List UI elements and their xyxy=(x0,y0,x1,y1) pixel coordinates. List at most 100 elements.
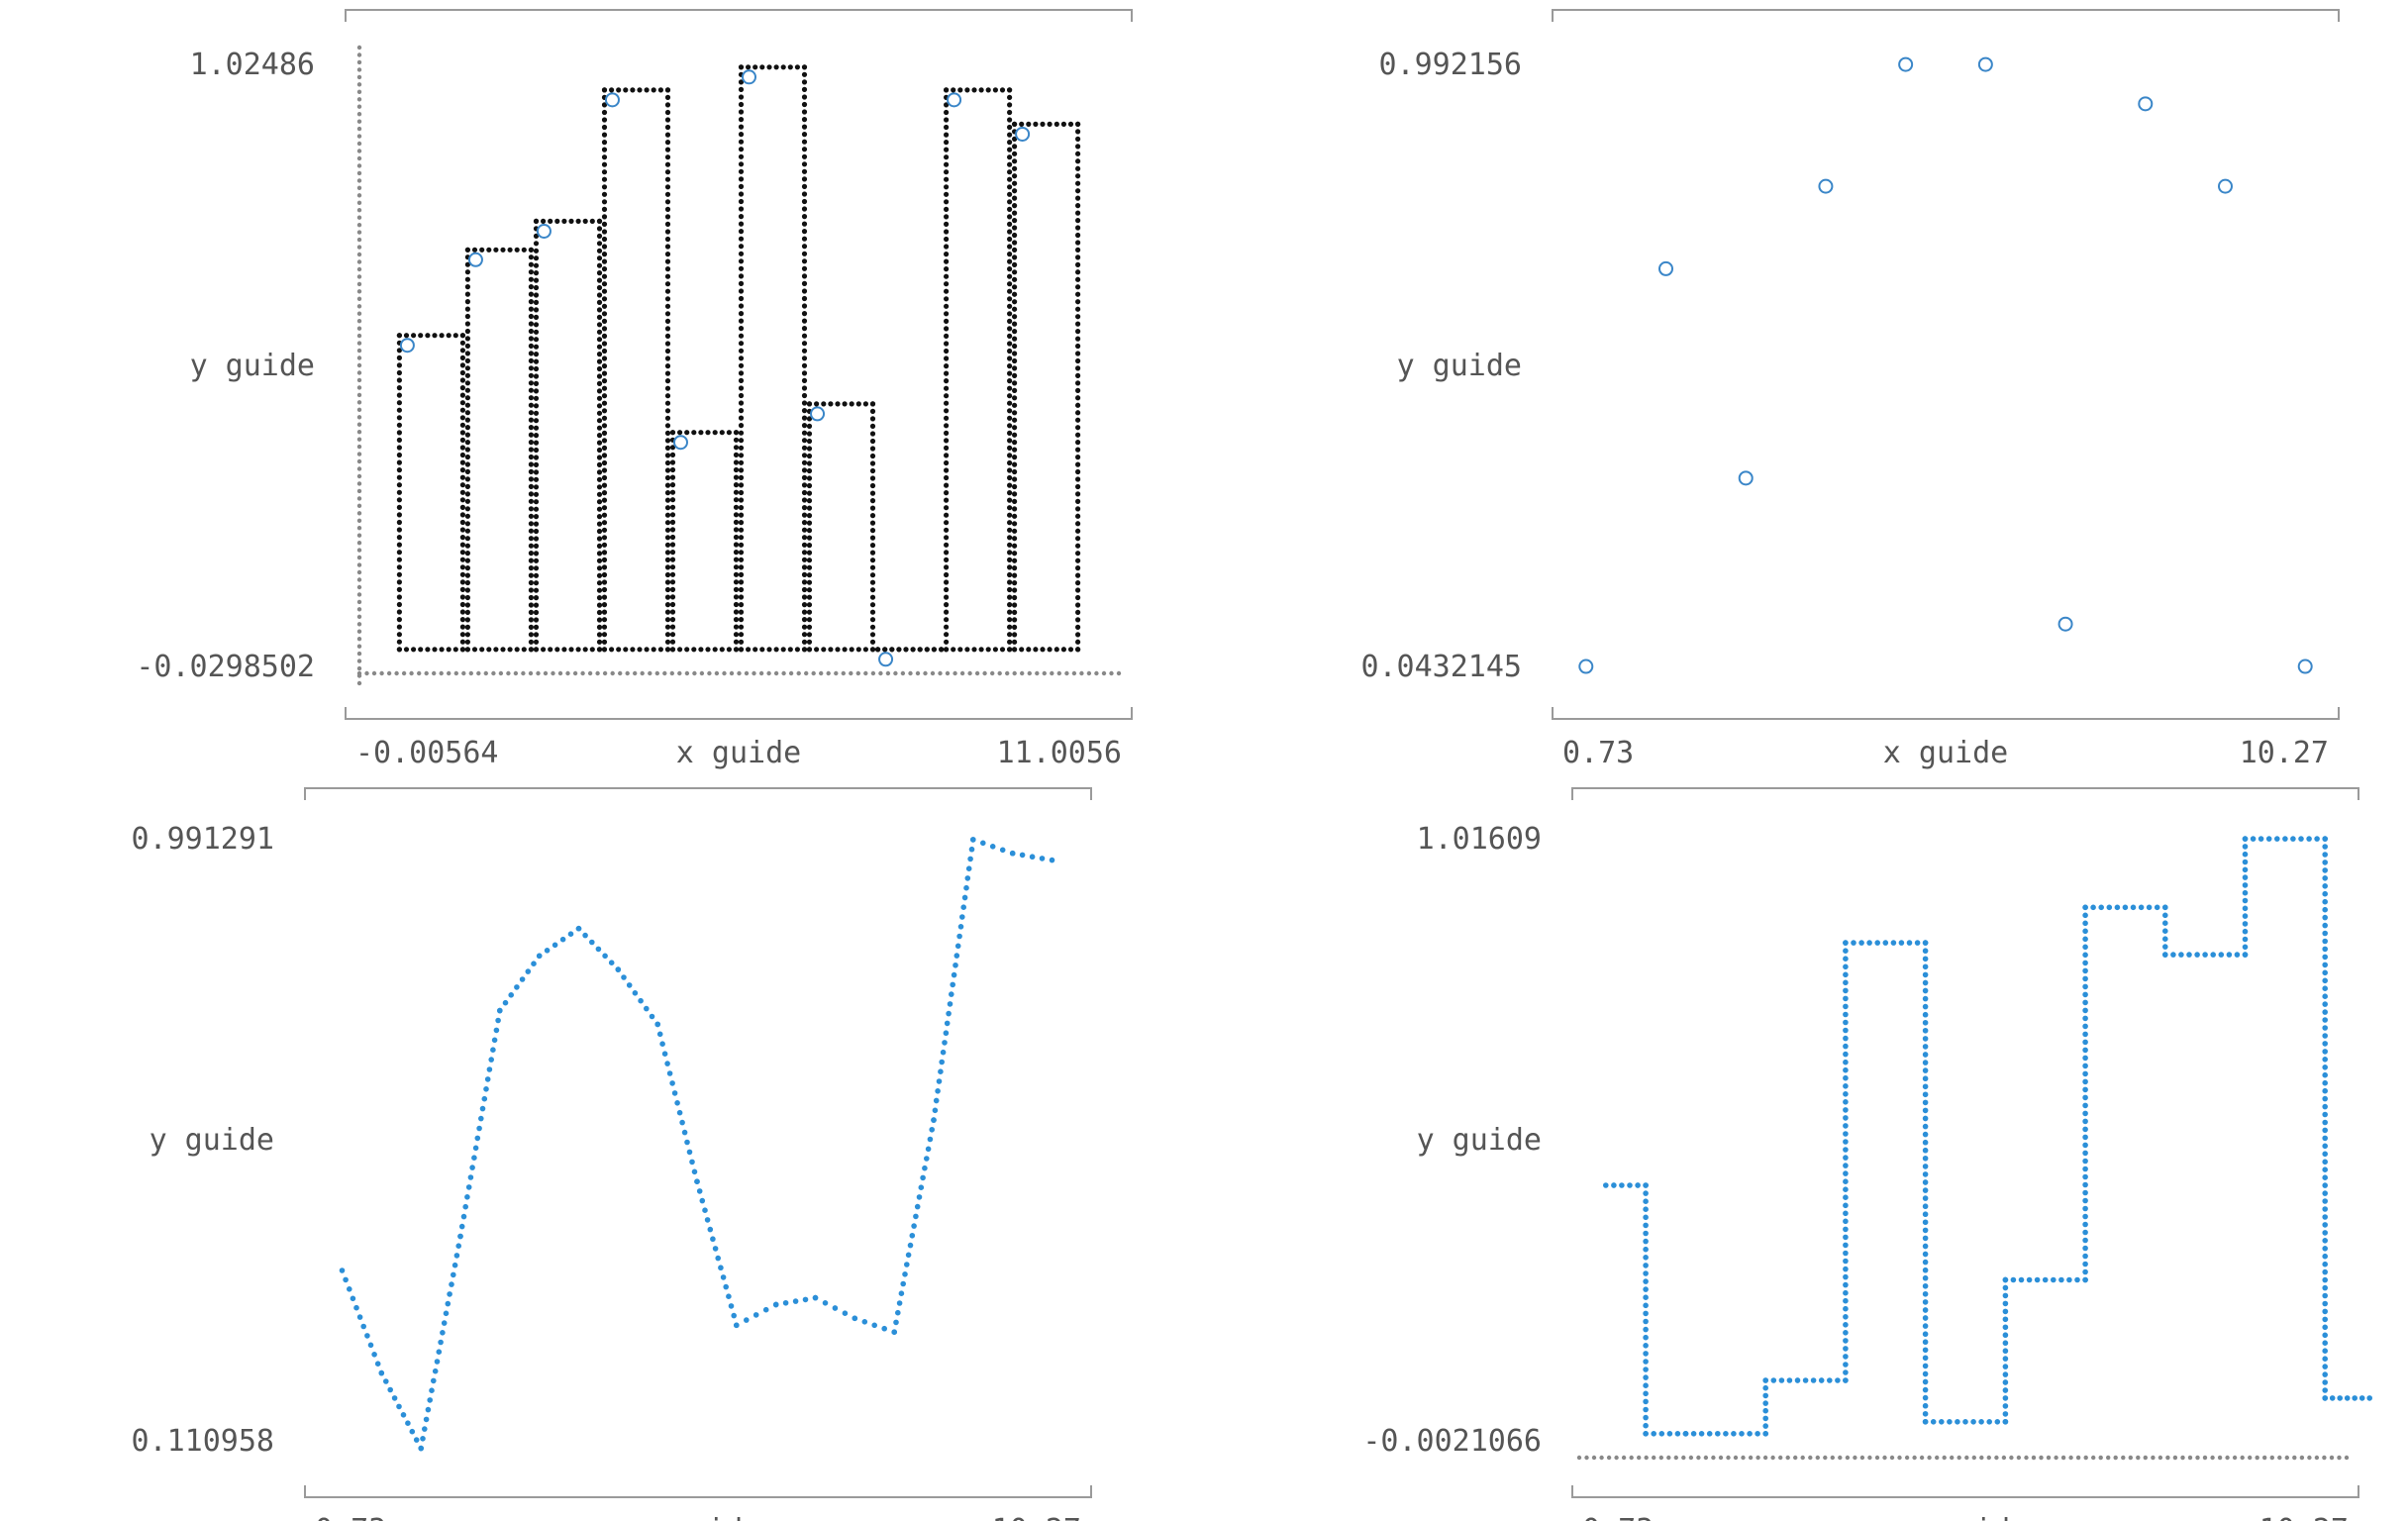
bar-right-edge xyxy=(869,401,876,653)
data-point xyxy=(1658,260,1674,276)
data-point xyxy=(1738,470,1754,486)
bar-right-edge xyxy=(1074,121,1081,653)
chart-panel-2: 0.992156 y guide 0.0432145 0.73 x guide 10.27 xyxy=(1360,9,2340,770)
x-tick-label: 11.0056 xyxy=(997,736,1122,770)
step-horizontal xyxy=(2002,1276,2088,1283)
step-horizontal xyxy=(1603,1182,1649,1188)
x-axis-label: x guide xyxy=(636,1513,760,1521)
step-horizontal xyxy=(2242,836,2328,842)
bar-right-edge xyxy=(596,218,603,653)
data-point xyxy=(536,223,552,239)
step-horizontal xyxy=(1922,1418,2009,1425)
bar-left-edge xyxy=(806,401,813,653)
x-axis-label: x guide xyxy=(676,736,801,770)
x-axis-label: x guide xyxy=(1903,1513,2028,1521)
frame-top xyxy=(1571,787,2359,800)
chart-panel-3: 0.991291 y guide 0.110958 0.73 x guide 10.27 xyxy=(132,787,1092,1521)
data-point xyxy=(672,435,688,451)
y-axis-label: y guide xyxy=(190,349,315,383)
bar-right-edge xyxy=(801,64,808,653)
bar-right-edge xyxy=(1007,87,1013,653)
data-point xyxy=(1818,178,1834,194)
y-tick-label: 1.02486 xyxy=(190,48,315,82)
step-vertical xyxy=(2322,836,2328,1401)
bar-left-edge xyxy=(738,64,745,653)
step-vertical xyxy=(2002,1276,2009,1425)
bar-top-edge xyxy=(738,64,808,70)
frame-top xyxy=(1552,9,2340,22)
line-segment xyxy=(536,925,582,960)
bar xyxy=(1011,121,1081,653)
bar-top-edge xyxy=(944,87,1013,93)
y-axis-label: y guide xyxy=(1397,349,1522,383)
step-vertical xyxy=(1762,1377,1768,1437)
bar-bottom-edge xyxy=(396,647,465,653)
bar-left-edge xyxy=(396,333,402,653)
y-axis-label: y guide xyxy=(150,1123,274,1158)
step-horizontal xyxy=(2162,952,2249,958)
data-point xyxy=(467,252,483,267)
data-point xyxy=(1898,56,1914,72)
bar xyxy=(669,430,740,653)
line-segment xyxy=(497,953,543,1014)
y-tick-label: 0.0432145 xyxy=(1360,650,1522,684)
step-horizontal xyxy=(1843,940,1929,946)
bar-bottom-edge xyxy=(806,647,876,653)
bar xyxy=(601,87,671,653)
bar xyxy=(533,218,603,653)
line-segment xyxy=(615,966,660,1028)
line-segment xyxy=(457,1007,503,1240)
data-point xyxy=(604,92,620,108)
line-segment xyxy=(654,1021,700,1185)
line-segment xyxy=(1009,850,1055,863)
step-horizontal xyxy=(1762,1377,1849,1383)
data-point xyxy=(1977,56,1993,72)
bar xyxy=(806,401,876,653)
bar-top-edge xyxy=(533,218,603,224)
y-tick-label: 0.992156 xyxy=(1379,48,1523,82)
line-segment xyxy=(931,837,976,1123)
bar-top-edge xyxy=(464,247,534,253)
bar-right-edge xyxy=(528,247,534,653)
y-tick-label: -0.0021066 xyxy=(1362,1424,1542,1459)
step-horizontal xyxy=(1643,1431,1689,1437)
x-tick-label: 10.27 xyxy=(2240,736,2329,770)
bar-left-edge xyxy=(601,87,608,653)
bar-top-edge xyxy=(669,430,740,436)
step-vertical xyxy=(1843,940,1849,1383)
data-point xyxy=(742,69,757,85)
step-vertical xyxy=(2242,836,2249,958)
baseline xyxy=(356,670,1122,676)
bar xyxy=(738,64,808,653)
chart-panel-1: 1.02486 y guide -0.0298502 -0.00564 x guide 1… xyxy=(136,9,1133,770)
bar-top-edge xyxy=(601,87,671,93)
bar-top-edge xyxy=(806,401,876,407)
x-tick-label: 10.27 xyxy=(992,1513,1081,1521)
bar-left-edge xyxy=(464,247,470,653)
line-segment xyxy=(575,925,622,972)
bar-bottom-edge xyxy=(875,647,945,653)
data-point xyxy=(399,338,415,354)
chart-panel-4: 1.01609 y guide -0.0021066 0.73 x guide 10.27 xyxy=(1362,787,2372,1521)
data-point xyxy=(878,652,894,667)
bar-bottom-edge xyxy=(738,647,808,653)
y-tick-label: 0.991291 xyxy=(132,822,275,857)
data-point xyxy=(2138,96,2154,112)
bar-left-edge xyxy=(669,430,676,653)
step-vertical xyxy=(2162,904,2168,958)
x-tick-label: 10.27 xyxy=(2259,1513,2349,1521)
y-axis-label: y guide xyxy=(1417,1123,1542,1158)
step-horizontal xyxy=(2082,904,2168,911)
line-segment xyxy=(852,1315,897,1335)
frame-top xyxy=(304,787,1092,800)
bar-top-edge xyxy=(396,333,465,339)
bar-right-edge xyxy=(664,87,671,653)
x-tick-label: 0.73 xyxy=(1562,736,1634,770)
data-point xyxy=(2217,178,2233,194)
line-segment xyxy=(339,1268,385,1376)
step-vertical xyxy=(2082,904,2088,1283)
bar xyxy=(875,647,945,653)
x-tick-label: 0.73 xyxy=(315,1513,386,1521)
step-vertical xyxy=(1643,1182,1649,1437)
